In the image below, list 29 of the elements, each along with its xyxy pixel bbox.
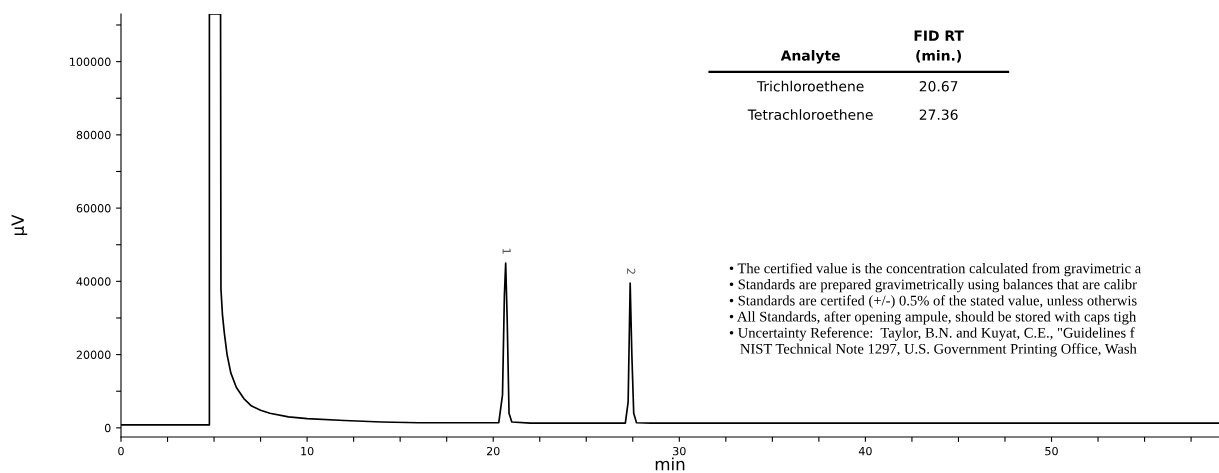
annotation: • The certified value is the concentration calculated from gravimetric a (729, 262, 1141, 277)
x-tick-label: 30 (673, 446, 686, 456)
y-tick-label: 80000 (76, 130, 111, 140)
annotation: 2 (627, 268, 636, 274)
annotation: Tetrachloroethene (747, 109, 873, 120)
annotation: 20.67 (919, 81, 958, 92)
annotation: • Standards are certifed (+/-) 0.5% of the stated value, unless otherwis (729, 295, 1137, 309)
y-tick-label: 20000 (76, 350, 111, 359)
annotation: • All Standards, after opening ampule, should be stored with caps tigh (729, 311, 1137, 325)
y-tick-label: 60000 (76, 204, 111, 213)
annotation: 1 (502, 248, 511, 254)
annotation: FID RT (914, 30, 964, 41)
y-tick-label: 40000 (76, 277, 111, 286)
x-tick-label: 40 (858, 446, 872, 456)
annotation: • Standards are prepared gravimetrically using balances that are calibr (729, 279, 1137, 293)
x-tick-label: 50 (1045, 446, 1058, 456)
x-tick-label: 10 (301, 446, 314, 456)
y-tick-label: 0 (104, 423, 111, 433)
x-tick-label: 0 (118, 446, 124, 456)
annotation: Trichloroethene (756, 80, 864, 92)
annotation: (min.) (916, 50, 961, 63)
y-tick-label: 100000 (70, 57, 111, 66)
annotation: NIST Technical Note 1297, U.S. Government Printing Office, Wash (740, 343, 1137, 357)
y-axis-title: µV (11, 214, 28, 236)
annotation: 27.36 (919, 109, 958, 120)
x-tick-label: 20 (486, 446, 500, 456)
x-axis-title: min (655, 457, 685, 471)
annotation: Analyte (780, 49, 840, 64)
annotation: • Uncertainty Reference: Taylor, B.N. and Kuyat, C.E., "Guidelines f (729, 327, 1135, 341)
